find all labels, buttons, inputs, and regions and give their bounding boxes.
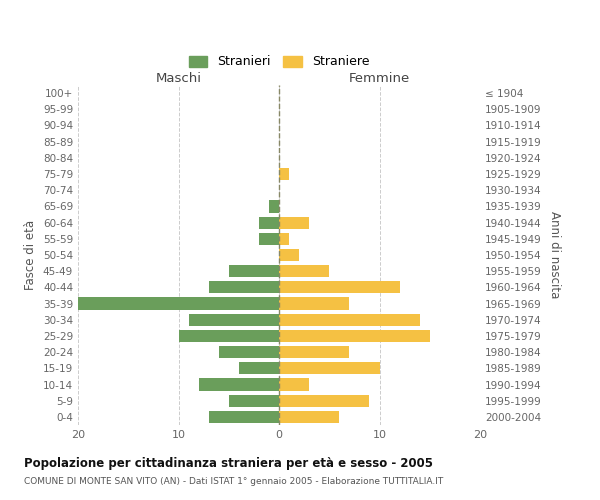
Text: Maschi: Maschi <box>155 72 202 85</box>
Bar <box>188 314 279 326</box>
Bar <box>279 168 289 180</box>
Bar <box>279 394 370 407</box>
Y-axis label: Fasce di età: Fasce di età <box>25 220 37 290</box>
Bar <box>279 298 349 310</box>
Bar <box>269 200 279 212</box>
Bar <box>199 378 279 390</box>
Bar <box>279 411 340 423</box>
Bar <box>218 346 279 358</box>
Bar <box>179 330 279 342</box>
Bar <box>279 249 299 261</box>
Bar <box>279 346 349 358</box>
Text: Femmine: Femmine <box>349 72 410 85</box>
Bar <box>78 298 279 310</box>
Bar <box>279 282 400 294</box>
Bar <box>229 394 279 407</box>
Text: Popolazione per cittadinanza straniera per età e sesso - 2005: Popolazione per cittadinanza straniera p… <box>24 458 433 470</box>
Y-axis label: Anni di nascita: Anni di nascita <box>548 212 561 298</box>
Legend: Stranieri, Straniere: Stranieri, Straniere <box>184 50 374 74</box>
Bar <box>279 265 329 278</box>
Bar <box>279 314 420 326</box>
Bar <box>259 216 279 228</box>
Bar <box>209 411 279 423</box>
Bar <box>279 232 289 245</box>
Bar <box>229 265 279 278</box>
Text: COMUNE DI MONTE SAN VITO (AN) - Dati ISTAT 1° gennaio 2005 - Elaborazione TUTTIT: COMUNE DI MONTE SAN VITO (AN) - Dati IST… <box>24 478 443 486</box>
Bar <box>279 378 309 390</box>
Bar <box>279 362 380 374</box>
Bar <box>259 232 279 245</box>
Bar <box>239 362 279 374</box>
Bar <box>279 330 430 342</box>
Bar <box>209 282 279 294</box>
Bar <box>279 216 309 228</box>
